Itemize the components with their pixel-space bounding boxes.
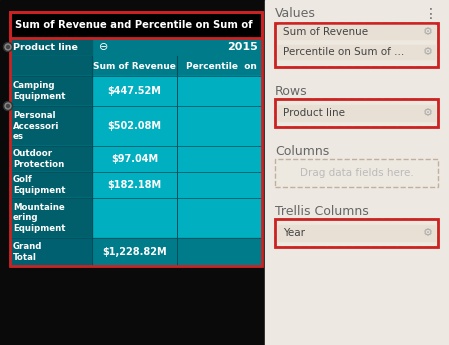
Bar [275, 219, 438, 247]
Bar [10, 238, 92, 266]
Text: Outdoor
Protection: Outdoor Protection [13, 149, 64, 168]
Text: ⚙: ⚙ [423, 27, 433, 37]
FancyBboxPatch shape [275, 159, 438, 187]
Text: Grand
Total: Grand Total [13, 243, 42, 262]
Text: $502.08M: $502.08M [107, 121, 162, 131]
Bar [275, 99, 438, 127]
Text: Sum of Revenue and Percentile on Sum of: Sum of Revenue and Percentile on Sum of [15, 20, 253, 30]
Bar [278, 45, 435, 59]
Bar [10, 172, 92, 198]
Bar [10, 38, 92, 56]
Circle shape [4, 101, 13, 110]
Circle shape [5, 103, 11, 109]
Bar [10, 146, 92, 172]
Bar [10, 38, 262, 56]
Text: Drag data fields here.: Drag data fields here. [299, 168, 414, 178]
Text: Mountaine
ering
Equipment: Mountaine ering Equipment [13, 204, 66, 233]
FancyBboxPatch shape [275, 219, 438, 247]
Bar [10, 106, 92, 146]
Bar [10, 198, 262, 238]
Text: $1,228.82M: $1,228.82M [102, 247, 167, 257]
Bar [265, 0, 449, 345]
Text: Percentile  on: Percentile on [186, 61, 257, 70]
Bar [10, 106, 262, 146]
Circle shape [6, 46, 9, 49]
Bar [278, 105, 435, 121]
Text: Sum of Revenue: Sum of Revenue [283, 27, 368, 37]
Bar [10, 76, 92, 106]
Text: Rows: Rows [275, 85, 308, 98]
Text: Values: Values [275, 7, 316, 20]
Bar [278, 25, 435, 39]
Bar [10, 12, 262, 38]
Bar [278, 225, 435, 241]
Text: Camping
Equipment: Camping Equipment [13, 81, 66, 100]
Bar [10, 56, 92, 76]
Text: 2015: 2015 [227, 42, 258, 52]
Text: $447.52M: $447.52M [108, 86, 162, 96]
Text: Product line: Product line [13, 42, 78, 51]
Circle shape [4, 42, 13, 51]
Bar [10, 12, 262, 38]
Text: ⋮: ⋮ [424, 7, 438, 21]
FancyBboxPatch shape [275, 23, 438, 67]
Text: ⚙: ⚙ [423, 108, 433, 118]
Circle shape [6, 105, 9, 108]
Text: Sum of Revenue: Sum of Revenue [93, 61, 176, 70]
FancyBboxPatch shape [275, 99, 438, 127]
Bar [0, 0, 270, 345]
Bar [10, 76, 262, 106]
Text: ⚙: ⚙ [423, 228, 433, 238]
Bar [275, 23, 438, 67]
Bar [10, 56, 262, 76]
Bar [10, 172, 262, 198]
Text: ⚙: ⚙ [423, 47, 433, 57]
Text: Personal
Accessori
es: Personal Accessori es [13, 111, 59, 140]
Text: $97.04M: $97.04M [111, 154, 158, 164]
Text: Percentile on Sum of ...: Percentile on Sum of ... [283, 47, 404, 57]
Text: ⊖: ⊖ [99, 42, 109, 52]
Text: Trellis Columns: Trellis Columns [275, 205, 369, 218]
Text: Product line: Product line [283, 108, 345, 118]
Bar [10, 146, 262, 172]
Circle shape [5, 44, 11, 50]
Text: Columns: Columns [275, 145, 329, 158]
Text: Golf
Equipment: Golf Equipment [13, 176, 66, 195]
Text: $182.18M: $182.18M [107, 180, 162, 190]
Bar [10, 12, 262, 266]
Bar [10, 198, 92, 238]
Bar [10, 238, 262, 266]
Text: Year: Year [283, 228, 305, 238]
